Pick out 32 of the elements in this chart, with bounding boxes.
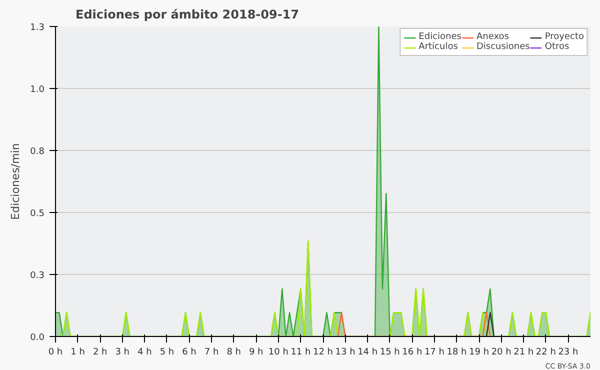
x-tick-label: 20 h: [491, 348, 512, 358]
y-tick-label: 0.8: [30, 147, 45, 157]
y-tick-label: 0.0: [30, 333, 45, 343]
x-tick-label: 6 h: [182, 348, 196, 358]
x-tick-label: 5 h: [160, 348, 174, 358]
x-tick-label: 3 h: [115, 348, 130, 358]
y-tick-label: 1.0: [30, 85, 45, 95]
y-axis-title: Ediciones/min: [9, 143, 22, 220]
x-tick-label: 0 h: [48, 348, 63, 358]
x-tick-label: 8 h: [226, 348, 241, 358]
y-tick-label: 0.5: [30, 209, 45, 219]
x-tick-label: 10 h: [268, 348, 288, 358]
x-tick-label: 23 h: [558, 348, 578, 358]
x-tick-label: 14 h: [358, 348, 378, 358]
x-tick-label: 16 h: [402, 348, 422, 358]
chart-title: Ediciones por ámbito 2018-09-17: [76, 8, 300, 22]
x-tick-label: 19 h: [469, 348, 490, 358]
x-tick-label: 9 h: [248, 348, 264, 358]
y-tick-label: 1.3: [30, 23, 45, 33]
x-tick-label: 1 h: [70, 348, 85, 358]
x-tick-label: 7 h: [204, 348, 219, 358]
x-tick-label: 12 h: [312, 348, 334, 358]
x-tick-label: 22 h: [536, 348, 556, 358]
x-tick-label: 15 h: [380, 348, 400, 358]
x-tick-label: 21 h: [514, 348, 534, 358]
x-tick-label: 17 h: [424, 348, 444, 358]
x-tick-label: 2 h: [92, 348, 108, 358]
x-tick-label: 13 h: [335, 348, 356, 358]
y-tick-label: 0.3: [30, 271, 45, 281]
x-tick-label: 4 h: [138, 348, 152, 358]
x-tick-label: 11 h: [290, 348, 311, 358]
x-tick-label: 18 h: [446, 348, 467, 358]
